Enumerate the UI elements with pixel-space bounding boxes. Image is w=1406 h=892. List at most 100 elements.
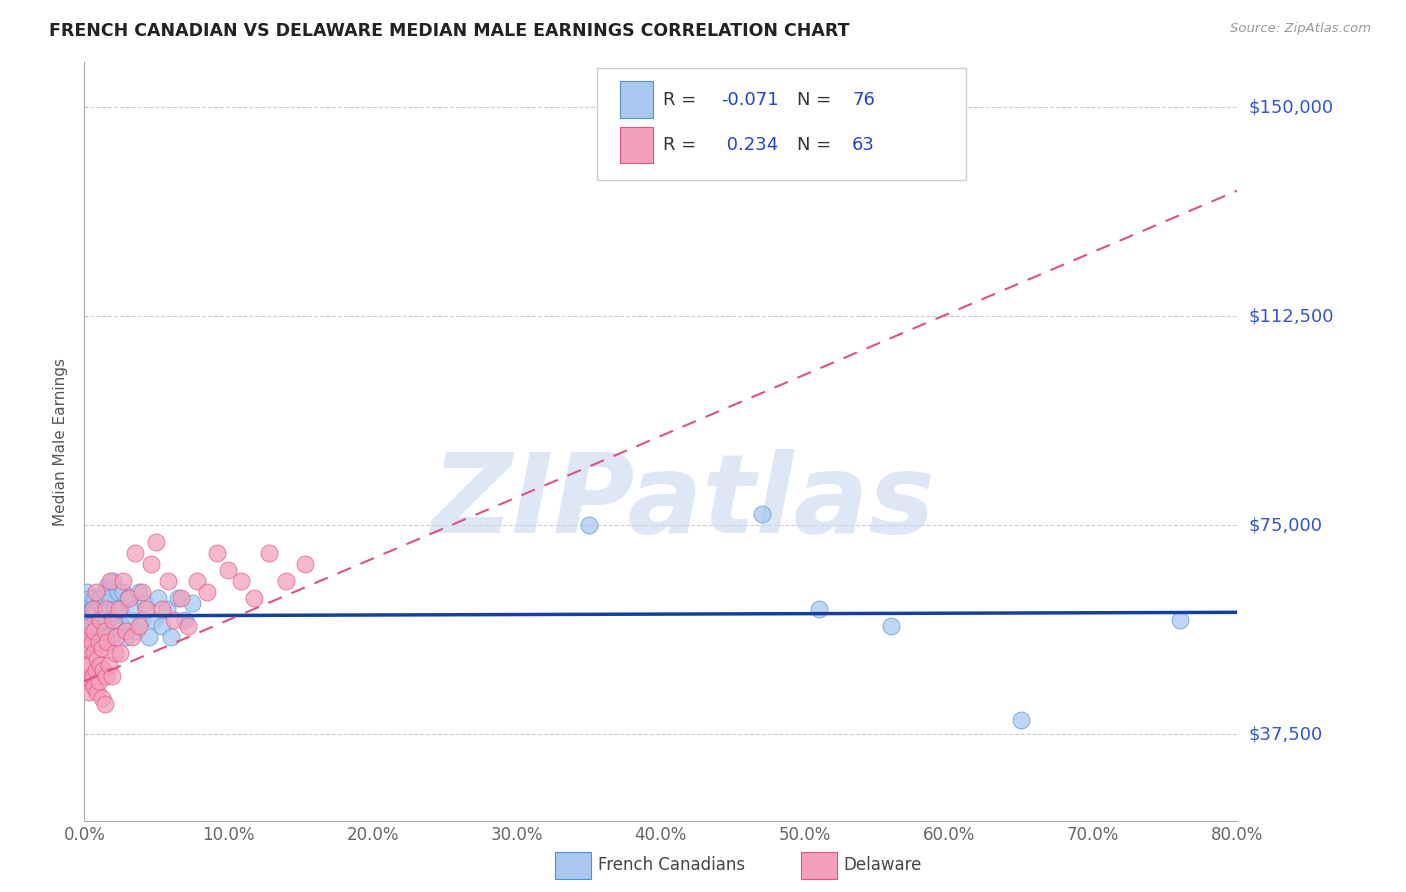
Point bbox=[94, 669, 117, 683]
Point bbox=[118, 591, 141, 605]
Point bbox=[128, 618, 150, 632]
Point bbox=[121, 630, 143, 644]
Point bbox=[174, 613, 197, 627]
Point bbox=[75, 618, 97, 632]
Point bbox=[84, 602, 107, 616]
Point bbox=[79, 618, 101, 632]
Text: N =: N = bbox=[797, 91, 837, 109]
Point bbox=[156, 574, 179, 588]
Point bbox=[110, 647, 132, 661]
Y-axis label: Median Male Earnings: Median Male Earnings bbox=[53, 358, 69, 525]
Point bbox=[76, 640, 98, 655]
Point bbox=[80, 674, 103, 689]
Point bbox=[75, 657, 97, 672]
Point bbox=[98, 591, 121, 605]
Point bbox=[98, 630, 121, 644]
Point bbox=[90, 691, 112, 706]
Point bbox=[131, 585, 153, 599]
Point bbox=[294, 557, 316, 572]
Point bbox=[93, 624, 115, 639]
Point bbox=[110, 602, 132, 616]
Point bbox=[87, 613, 110, 627]
Text: $112,500: $112,500 bbox=[1249, 307, 1334, 325]
Text: French Canadians: French Canadians bbox=[598, 856, 745, 874]
Text: $75,000: $75,000 bbox=[1249, 516, 1323, 534]
Point bbox=[170, 591, 193, 605]
Point bbox=[107, 585, 129, 599]
Point bbox=[96, 635, 118, 649]
Point bbox=[83, 680, 105, 694]
Point bbox=[80, 602, 103, 616]
Point bbox=[105, 630, 128, 644]
Point bbox=[83, 591, 105, 605]
Point bbox=[880, 618, 903, 632]
Point bbox=[155, 602, 177, 616]
Point bbox=[82, 602, 104, 616]
Point bbox=[84, 630, 107, 644]
Point bbox=[181, 596, 204, 610]
Point bbox=[257, 546, 280, 560]
Point bbox=[150, 618, 173, 632]
Point bbox=[135, 602, 157, 616]
Text: -0.071: -0.071 bbox=[721, 91, 779, 109]
Point bbox=[105, 618, 128, 632]
Point bbox=[100, 613, 122, 627]
Point bbox=[751, 507, 773, 521]
Point bbox=[231, 574, 253, 588]
Point bbox=[83, 647, 105, 661]
Point bbox=[150, 602, 173, 616]
Point bbox=[120, 613, 142, 627]
Point bbox=[94, 596, 117, 610]
Point bbox=[79, 591, 101, 605]
Point bbox=[86, 685, 108, 699]
Point bbox=[104, 647, 127, 661]
Point bbox=[108, 602, 131, 616]
Point bbox=[84, 613, 107, 627]
Point bbox=[76, 613, 98, 627]
Point bbox=[97, 602, 120, 616]
Point bbox=[134, 596, 156, 610]
Text: 63: 63 bbox=[852, 136, 875, 154]
Point bbox=[115, 630, 138, 644]
Point bbox=[77, 596, 100, 610]
Point bbox=[80, 640, 103, 655]
Point bbox=[142, 613, 165, 627]
Point bbox=[128, 585, 150, 599]
Text: R =: R = bbox=[664, 91, 702, 109]
Point bbox=[80, 613, 103, 627]
Point bbox=[186, 574, 208, 588]
Point bbox=[108, 613, 131, 627]
Point bbox=[111, 618, 134, 632]
Point bbox=[87, 630, 110, 644]
Point bbox=[90, 607, 112, 622]
Point bbox=[89, 657, 111, 672]
Text: FRENCH CANADIAN VS DELAWARE MEDIAN MALE EARNINGS CORRELATION CHART: FRENCH CANADIAN VS DELAWARE MEDIAN MALE … bbox=[49, 22, 849, 40]
Point bbox=[89, 591, 111, 605]
Point bbox=[87, 635, 110, 649]
Point bbox=[93, 585, 115, 599]
Point bbox=[104, 602, 127, 616]
Point bbox=[82, 596, 104, 610]
Point bbox=[1010, 714, 1032, 728]
Point bbox=[77, 669, 100, 683]
Point bbox=[83, 624, 105, 639]
Point bbox=[86, 618, 108, 632]
Point bbox=[218, 563, 240, 577]
Point bbox=[195, 585, 218, 599]
Point bbox=[87, 674, 110, 689]
Point bbox=[94, 630, 117, 644]
Point bbox=[79, 618, 101, 632]
FancyBboxPatch shape bbox=[620, 81, 652, 118]
Point bbox=[90, 624, 112, 639]
Text: ZIPatlas: ZIPatlas bbox=[432, 449, 936, 556]
Point bbox=[243, 591, 266, 605]
Point bbox=[87, 596, 110, 610]
Point bbox=[93, 618, 115, 632]
Point bbox=[112, 574, 135, 588]
FancyBboxPatch shape bbox=[598, 68, 966, 180]
Point bbox=[97, 657, 120, 672]
Point bbox=[89, 613, 111, 627]
Point bbox=[112, 585, 135, 599]
Point bbox=[103, 613, 124, 627]
Point bbox=[139, 557, 162, 572]
